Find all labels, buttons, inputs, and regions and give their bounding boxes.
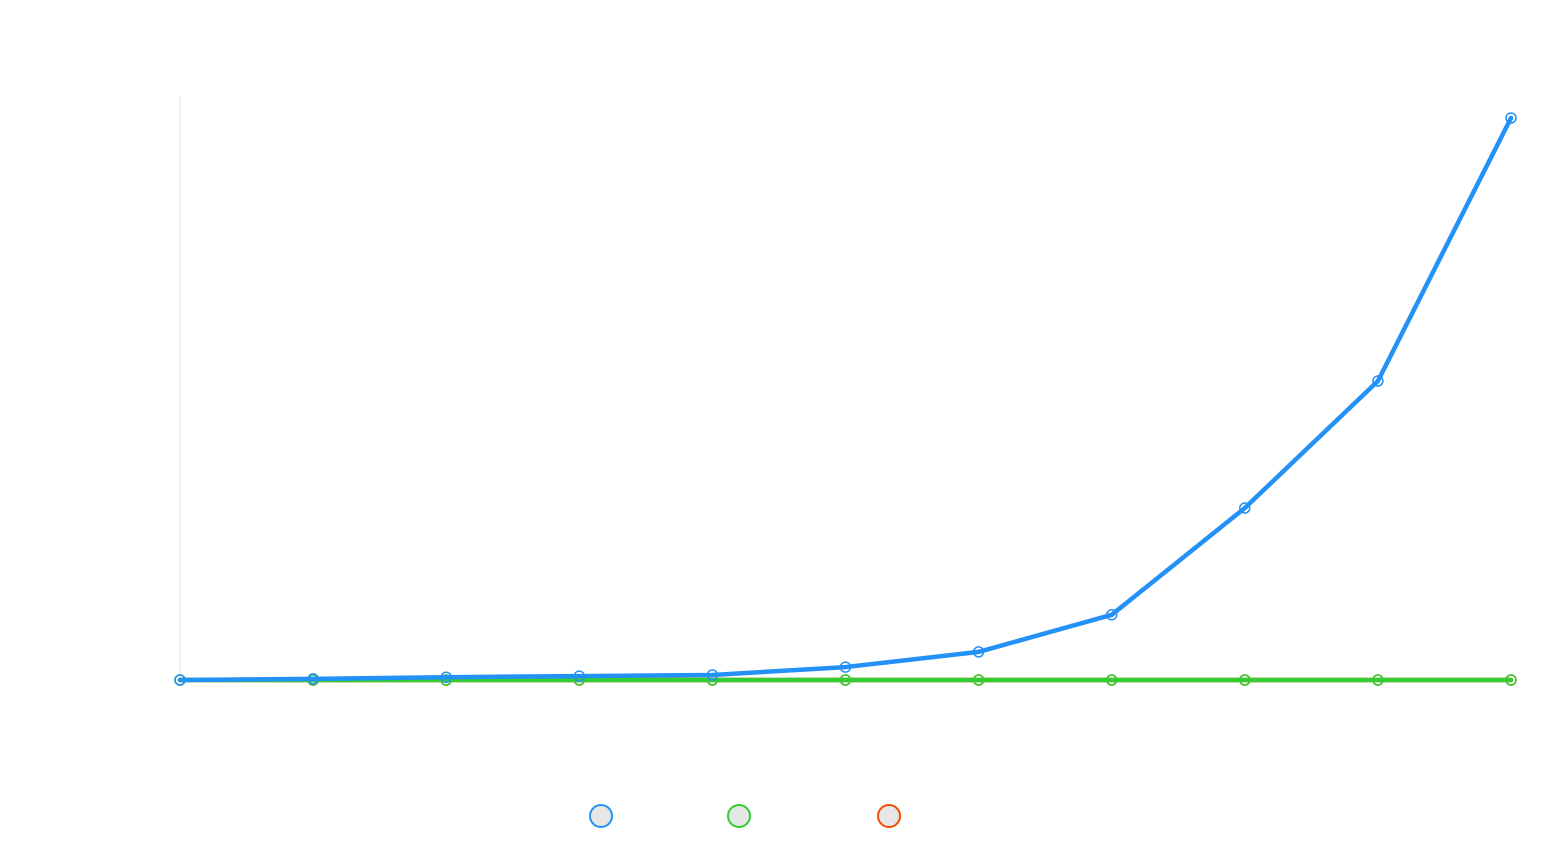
series-line — [177, 115, 1514, 683]
data-point — [1105, 674, 1118, 686]
legend-marker — [589, 804, 613, 828]
data-point — [307, 673, 319, 685]
data-point — [1105, 609, 1118, 621]
data-point — [1239, 502, 1251, 514]
data-point — [573, 670, 586, 682]
data-point — [1505, 112, 1517, 124]
data-point — [1372, 375, 1384, 387]
data-point — [440, 671, 452, 683]
legend-marker — [727, 804, 751, 828]
data-point — [174, 674, 186, 686]
data-point — [839, 674, 852, 686]
data-point — [1372, 674, 1384, 686]
data-point — [706, 669, 719, 681]
data-point — [972, 646, 985, 658]
data-point — [1505, 674, 1517, 686]
data-point — [972, 674, 985, 686]
legend-marker — [877, 804, 901, 828]
data-point — [839, 661, 852, 673]
data-point — [1239, 674, 1251, 686]
